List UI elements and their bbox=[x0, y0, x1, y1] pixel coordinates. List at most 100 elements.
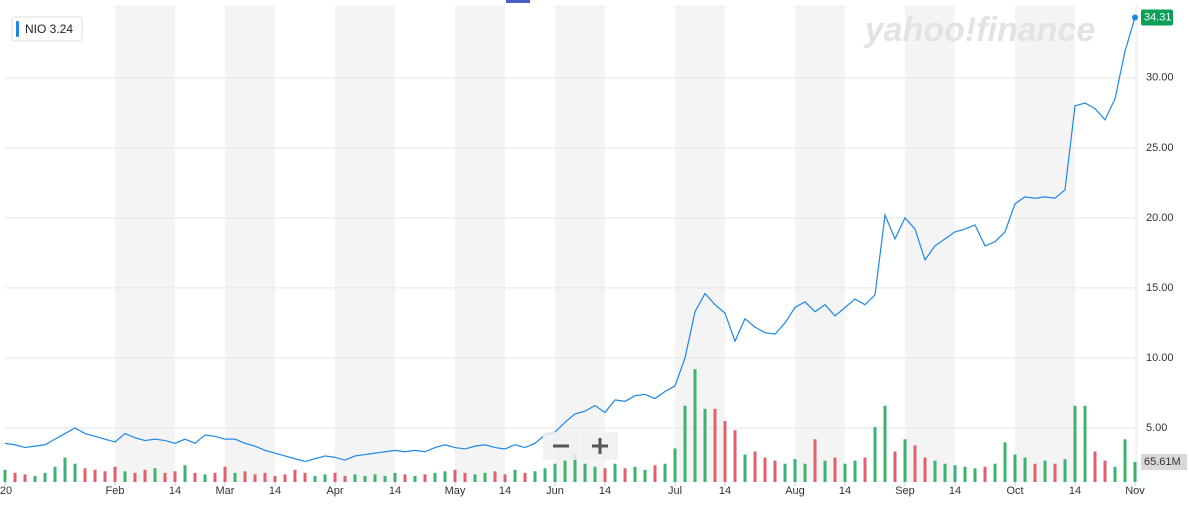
volume-bar bbox=[23, 474, 27, 482]
volume-bar bbox=[873, 427, 877, 482]
volume-bar bbox=[133, 472, 137, 482]
volume-bar bbox=[843, 463, 847, 482]
volume-bar bbox=[363, 475, 367, 482]
volume-bar bbox=[933, 460, 937, 482]
volume-bar bbox=[833, 457, 837, 482]
range-indicator bbox=[506, 0, 530, 3]
period-band bbox=[795, 5, 845, 482]
volume-bar bbox=[723, 421, 727, 482]
x-tick-label: Sep bbox=[895, 485, 915, 497]
volume-bar bbox=[653, 465, 657, 482]
volume-bar bbox=[343, 475, 347, 482]
volume-bar bbox=[453, 469, 457, 482]
volume-bar bbox=[53, 466, 57, 482]
volume-bar bbox=[993, 463, 997, 482]
period-band bbox=[1135, 5, 1138, 482]
volume-bar bbox=[123, 471, 127, 482]
volume-bar bbox=[163, 472, 167, 482]
volume-bar bbox=[293, 469, 297, 482]
volume-bar bbox=[403, 474, 407, 482]
volume-bar bbox=[213, 472, 217, 482]
volume-bar bbox=[233, 472, 237, 482]
volume-bar bbox=[563, 460, 567, 482]
period-band bbox=[555, 5, 605, 482]
volume-bar bbox=[573, 454, 577, 482]
last-price-label: 34.31 bbox=[1144, 11, 1172, 23]
volume-bar bbox=[93, 469, 97, 482]
volume-bar bbox=[533, 471, 537, 482]
volume-bar bbox=[323, 474, 327, 482]
volume-bar bbox=[1103, 460, 1107, 482]
volume-bar bbox=[463, 472, 467, 482]
volume-bar bbox=[963, 466, 967, 482]
price-line bbox=[4, 17, 1136, 463]
x-tick-label: 14 bbox=[1069, 485, 1081, 497]
x-tick-label: 14 bbox=[499, 485, 511, 497]
volume-bar bbox=[593, 466, 597, 482]
volume-bar bbox=[803, 463, 807, 482]
volume-bar bbox=[153, 468, 157, 482]
volume-bar bbox=[243, 471, 247, 482]
x-tick-label: 14 bbox=[269, 485, 281, 497]
volume-bar bbox=[83, 468, 87, 482]
period-band bbox=[115, 5, 175, 482]
watermark: yahoo!finance bbox=[863, 11, 1095, 49]
volume-bar bbox=[173, 471, 177, 482]
volume-bar bbox=[823, 460, 827, 482]
x-tick-label: Mar bbox=[216, 485, 235, 497]
volume-bar bbox=[703, 408, 707, 482]
volume-bar bbox=[253, 474, 257, 482]
volume-bar bbox=[853, 460, 857, 482]
x-tick-label: Jun bbox=[546, 485, 564, 497]
volume-bar bbox=[143, 469, 147, 482]
volume-bar bbox=[483, 472, 487, 482]
volume-bar bbox=[683, 405, 687, 482]
volume-bar bbox=[353, 474, 357, 482]
volume-bar bbox=[223, 466, 227, 482]
x-tick-label: May bbox=[445, 485, 466, 497]
volume-bar bbox=[113, 466, 117, 482]
x-tick-label: Nov bbox=[1125, 485, 1145, 497]
volume-bar bbox=[643, 469, 647, 482]
volume-bar bbox=[583, 463, 587, 482]
volume-bar bbox=[503, 474, 507, 482]
zoom-out[interactable] bbox=[543, 432, 579, 460]
zoom-in[interactable] bbox=[582, 432, 618, 460]
volume-bar bbox=[673, 448, 677, 482]
legend-text: NIO 3.24 bbox=[25, 22, 73, 36]
volume-bar bbox=[513, 469, 517, 482]
volume-bar bbox=[183, 465, 187, 482]
volume-bar bbox=[3, 469, 7, 482]
x-tick-label: '20 bbox=[0, 485, 12, 497]
volume-bar bbox=[813, 439, 817, 482]
volume-bar bbox=[43, 472, 47, 482]
volume-bar bbox=[193, 472, 197, 482]
x-tick-label: 14 bbox=[949, 485, 961, 497]
x-tick-label: Feb bbox=[106, 485, 125, 497]
y-tick-label: 20.00 bbox=[1146, 212, 1174, 224]
volume-bar bbox=[103, 471, 107, 482]
volume-bar bbox=[953, 465, 957, 482]
volume-bar bbox=[743, 454, 747, 482]
volume-bar bbox=[603, 468, 607, 482]
volume-bar bbox=[33, 475, 37, 482]
volume-bar bbox=[1003, 442, 1007, 482]
volume-bar bbox=[973, 468, 977, 482]
last-price-box bbox=[1141, 9, 1173, 26]
x-tick-label: Apr bbox=[326, 485, 343, 497]
volume-bar bbox=[773, 460, 777, 482]
volume-bar bbox=[663, 463, 667, 482]
volume-bar bbox=[883, 405, 887, 482]
x-tick-label: 14 bbox=[599, 485, 611, 497]
volume-bar bbox=[383, 475, 387, 482]
legend-swatch bbox=[16, 21, 19, 37]
volume-bar bbox=[433, 472, 437, 482]
volume-bar bbox=[423, 474, 427, 482]
last-point bbox=[1132, 14, 1138, 21]
x-tick-label: 14 bbox=[389, 485, 401, 497]
x-tick-label: Aug bbox=[785, 485, 805, 497]
volume-bar bbox=[523, 472, 527, 482]
volume-bar bbox=[1013, 454, 1017, 482]
x-tick-label: 14 bbox=[839, 485, 851, 497]
volume-bar bbox=[553, 463, 557, 482]
